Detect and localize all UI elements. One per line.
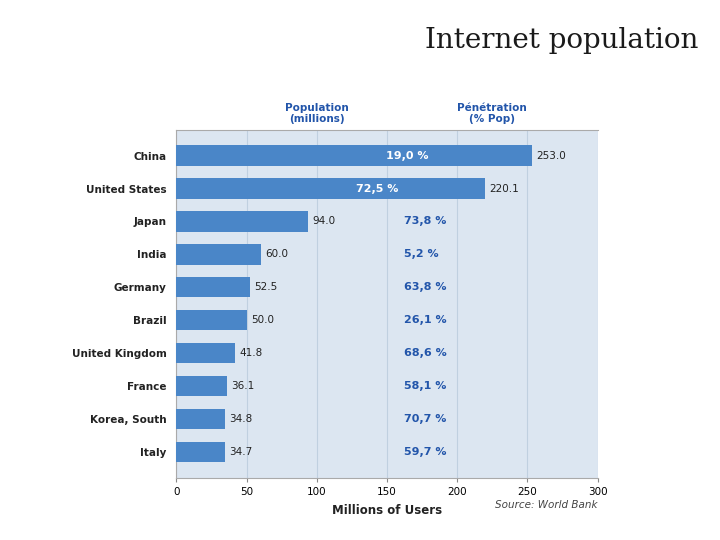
Text: Source: World Bank: Source: World Bank	[495, 500, 598, 510]
Text: 58,1 %: 58,1 %	[404, 381, 446, 391]
Text: 94.0: 94.0	[312, 217, 336, 226]
Text: 36.1: 36.1	[231, 381, 255, 391]
Text: Internet population: Internet population	[425, 27, 698, 54]
Bar	[176, 442, 225, 462]
Bar	[176, 277, 250, 298]
Text: 26,1 %: 26,1 %	[404, 315, 446, 325]
Text: 5,2 %: 5,2 %	[404, 249, 438, 259]
Text: 50.0: 50.0	[251, 315, 274, 325]
Bar	[176, 409, 225, 429]
Text: 34.7: 34.7	[230, 447, 253, 457]
Text: 70,7 %: 70,7 %	[404, 414, 446, 424]
Text: 220.1: 220.1	[490, 184, 519, 193]
Bar	[176, 310, 246, 330]
Bar	[176, 178, 485, 199]
Text: 59,7 %: 59,7 %	[404, 447, 446, 457]
Bar	[176, 244, 261, 265]
Bar	[176, 211, 308, 232]
Text: 73,8 %: 73,8 %	[404, 217, 446, 226]
Text: Population
(millions): Population (millions)	[285, 103, 348, 124]
Text: 253.0: 253.0	[536, 151, 566, 160]
Text: 63,8 %: 63,8 %	[404, 282, 446, 292]
Text: 41.8: 41.8	[239, 348, 263, 358]
Text: 19,0 %: 19,0 %	[386, 151, 428, 160]
Text: Pénétration
(% Pop): Pénétration (% Pop)	[457, 103, 527, 124]
Text: 72,5 %: 72,5 %	[356, 184, 398, 193]
Text: 34.8: 34.8	[230, 414, 253, 424]
Bar	[176, 343, 235, 363]
Bar	[176, 145, 531, 166]
X-axis label: Millions of Users: Millions of Users	[332, 504, 442, 517]
Bar	[176, 376, 227, 396]
Text: 68,6 %: 68,6 %	[404, 348, 446, 358]
Text: 52.5: 52.5	[254, 282, 278, 292]
Text: 60.0: 60.0	[265, 249, 288, 259]
